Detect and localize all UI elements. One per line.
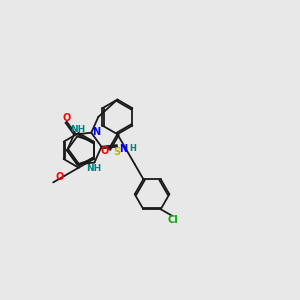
Text: NH: NH: [70, 125, 85, 134]
Text: NH: NH: [86, 164, 101, 173]
Text: O: O: [100, 146, 109, 156]
Text: N: N: [119, 144, 127, 154]
Text: H: H: [129, 145, 136, 154]
Text: O: O: [62, 112, 70, 122]
Text: Cl: Cl: [167, 215, 178, 225]
Text: O: O: [56, 172, 64, 182]
Text: S: S: [113, 147, 120, 157]
Text: N: N: [92, 127, 101, 137]
